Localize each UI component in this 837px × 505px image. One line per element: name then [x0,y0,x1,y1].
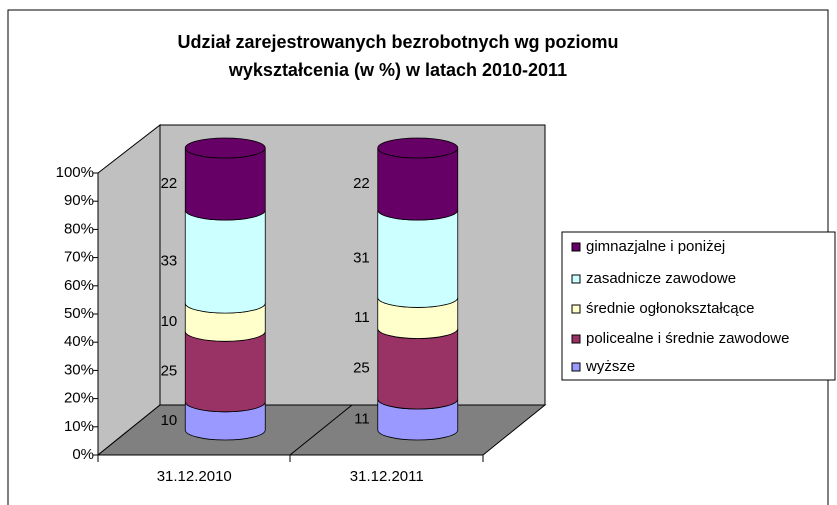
legend-swatch [571,304,581,314]
legend-label: zasadnicze zawodowe [586,270,736,287]
cylinder-segment [184,209,266,314]
cylinder-top [184,137,266,159]
y-tick-label: 40% [64,333,94,350]
legend-swatch [571,362,581,372]
legend-label: policealne i średnie zawodowe [586,330,789,347]
cylinder-top [377,137,459,159]
data-label: 11 [354,309,370,326]
chart-title: wykształcenia (w %) w latach 2010-2011 [228,60,567,80]
data-label: 10 [161,412,178,429]
side-wall [97,123,161,457]
legend [561,231,836,381]
data-label: 25 [161,363,178,380]
cylinder-segment [184,147,266,221]
cylinder-segment [377,328,459,410]
y-tick-label: 50% [64,305,94,322]
cylinder-segment [184,331,266,413]
y-tick-label: 10% [64,418,94,435]
legend-label: wyższe [585,358,635,375]
y-tick-label: 100% [56,164,94,181]
y-tick-label: 20% [64,390,94,407]
y-tick-label: 80% [64,220,94,237]
chart-title: Udział zarejestrowanych bezrobotnych wg … [177,32,618,52]
x-tick-label: 31.12.2010 [157,468,232,485]
data-label: 11 [354,410,370,427]
x-tick-label: 31.12.2011 [350,468,424,485]
y-tick-label: 60% [64,277,94,294]
legend-label: średnie ogłonokształcące [586,300,754,317]
legend-swatch [571,334,581,344]
legend-swatch [571,274,581,284]
data-label: 33 [161,253,178,270]
data-label: 22 [353,175,370,192]
data-label: 22 [161,175,178,192]
y-tick-label: 30% [64,361,94,378]
floor-divider [289,404,353,456]
y-tick-label: 0% [72,446,94,463]
legend-label: gimnazjalne i poniżej [586,238,725,255]
data-label: 10 [161,313,178,330]
cylinder-segment [377,147,459,221]
cylinder-segment [377,209,459,308]
y-tick-label: 90% [64,192,94,209]
data-label: 25 [353,360,370,377]
y-tick-label: 70% [64,249,94,266]
legend-swatch [571,242,581,252]
data-label: 31 [353,250,370,267]
